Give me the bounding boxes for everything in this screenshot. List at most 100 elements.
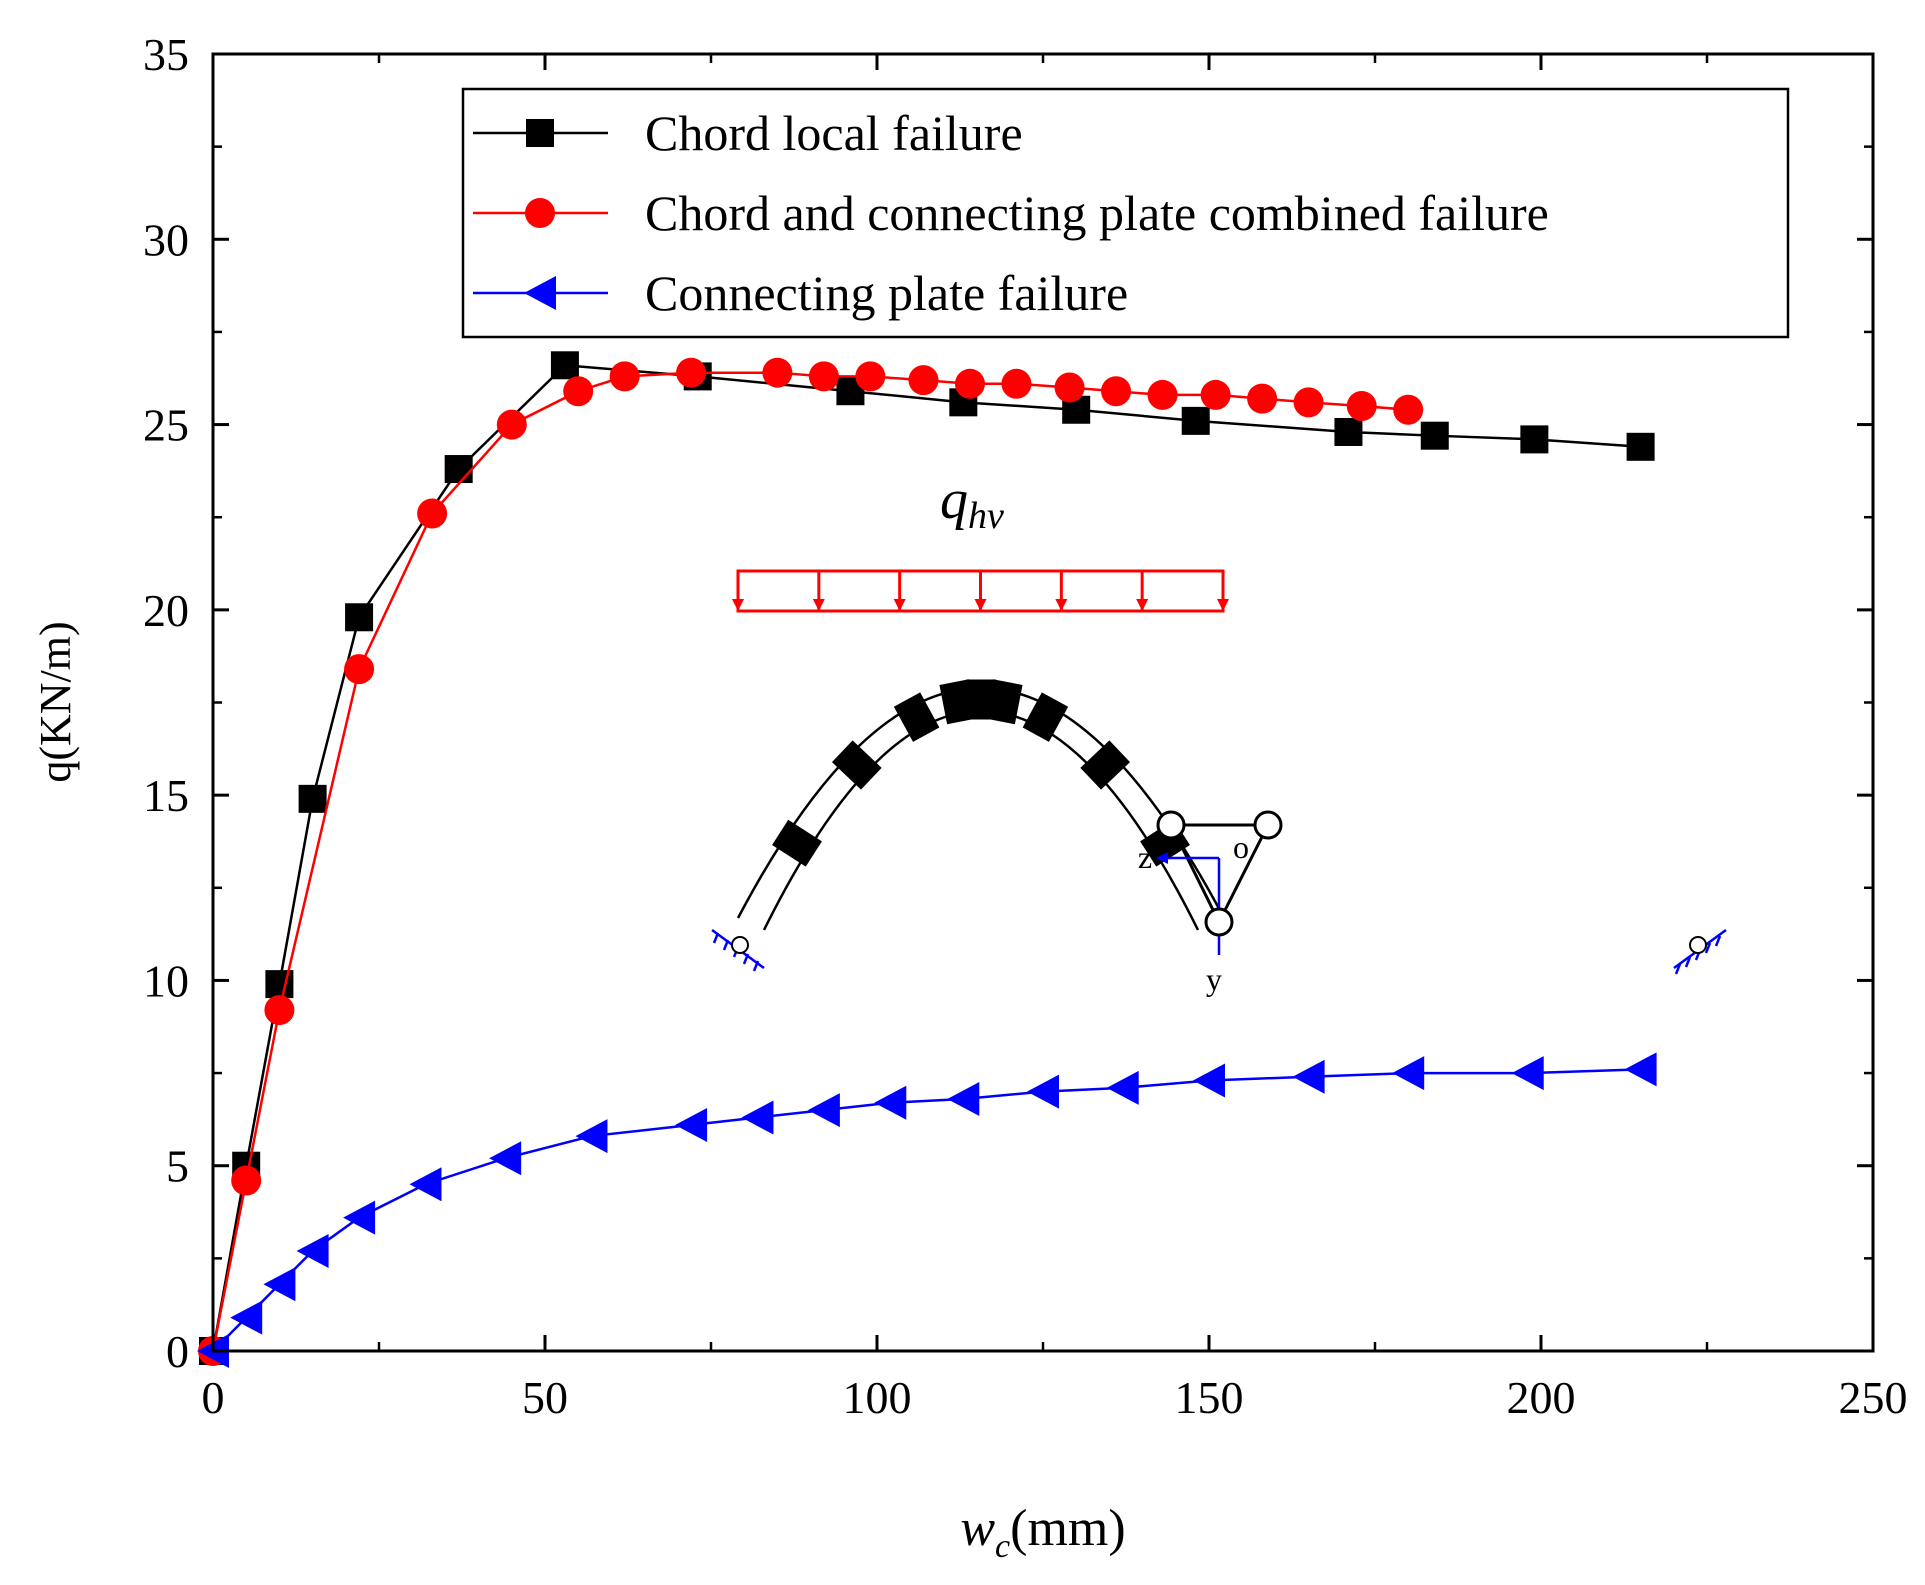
data-point-circle: [1247, 383, 1278, 414]
data-point-circle: [417, 498, 448, 529]
data-point-triangle: [1392, 1056, 1425, 1091]
data-point-triangle: [675, 1107, 708, 1142]
data-point-triangle: [489, 1141, 522, 1176]
y-tick-label: 30: [143, 214, 189, 265]
load-arrow-head: [893, 599, 906, 611]
data-point-circle: [954, 368, 985, 399]
data-point-triangle: [1027, 1074, 1059, 1109]
axis-o-label: o: [1233, 829, 1249, 865]
data-point-square: [550, 351, 579, 380]
data-point-circle: [496, 409, 527, 440]
data-point-circle: [676, 357, 707, 388]
load-arrow-head: [974, 599, 987, 611]
data-point-circle: [1293, 387, 1324, 418]
arch-block: [1022, 692, 1069, 742]
legend-label-connecting-plate: Connecting plate failure: [645, 265, 1128, 321]
right-support-hinge: [1689, 936, 1707, 954]
load-symbol: qhv: [940, 469, 1004, 537]
data-point-circle: [1393, 394, 1424, 425]
data-point-circle: [1101, 376, 1132, 407]
y-tick-label: 5: [166, 1141, 189, 1192]
y-tick-label: 15: [143, 770, 189, 821]
data-point-square: [1520, 425, 1549, 454]
legend-frame: [461, 87, 1790, 339]
axis-y-label: y: [1206, 961, 1222, 997]
data-point-square: [345, 603, 374, 632]
data-point-square: [444, 455, 473, 484]
legend-entry-connecting-plate: Connecting plate failure: [473, 265, 1128, 321]
data-point-circle: [855, 361, 886, 392]
x-tick-label: 50: [522, 1372, 568, 1423]
data-point-triangle: [1106, 1070, 1139, 1105]
data-point-triangle: [807, 1093, 840, 1128]
x-tick-label: 100: [843, 1372, 912, 1423]
load-arrow-head: [812, 599, 825, 611]
data-point-circle: [908, 365, 939, 396]
data-point-square: [1181, 406, 1210, 435]
load-arrow-head: [1217, 599, 1229, 611]
x-axis-title: wc(mm): [960, 1500, 1125, 1565]
y-tick-label: 25: [143, 400, 189, 451]
data-point-circle: [231, 1165, 262, 1196]
z-axis-arrowhead: [1156, 852, 1168, 864]
data-point-circle: [808, 361, 839, 392]
chord-tube-right: [1253, 810, 1283, 840]
data-series: [197, 351, 1657, 1368]
x-tick-label: 150: [1175, 1372, 1244, 1423]
data-point-circle: [264, 995, 295, 1026]
data-point-circle: [1346, 391, 1377, 422]
arch-block: [772, 819, 822, 867]
arch-block: [1080, 740, 1131, 790]
legend-entry-combined: Chord and connecting plate combined fail…: [473, 185, 1549, 241]
legend-circle-marker: [525, 198, 555, 228]
legend-label-chord-local: Chord local failure: [645, 105, 1023, 161]
data-point-square: [265, 970, 294, 999]
plot-frame: [211, 52, 1875, 1353]
data-point-circle: [1147, 379, 1178, 410]
data-point-triangle: [1193, 1063, 1225, 1098]
data-point-triangle: [1511, 1056, 1544, 1091]
y-tick-label: 20: [143, 585, 189, 636]
data-point-triangle: [343, 1200, 376, 1235]
series-1: [198, 357, 1424, 1366]
left-support-hinge: [731, 936, 749, 954]
load-arrow-head: [1055, 599, 1068, 611]
data-point-circle: [1001, 368, 1032, 399]
y-axis-title: q(KN/m): [31, 621, 80, 782]
data-point-circle: [609, 361, 640, 392]
x-tick-label: 250: [1839, 1372, 1908, 1423]
series-2: [197, 1052, 1657, 1368]
legend-triangle-marker: [524, 276, 556, 310]
data-point-square: [1334, 417, 1363, 446]
data-point-triangle: [575, 1119, 608, 1154]
data-point-triangle: [874, 1085, 907, 1120]
distributed-load-arrows: [732, 569, 1229, 613]
legend: Chord local failure Chord and connecting…: [461, 87, 1790, 339]
data-point-triangle: [263, 1267, 296, 1302]
data-point-circle: [1054, 372, 1085, 403]
arch-block: [893, 692, 940, 742]
data-point-circle: [1200, 379, 1231, 410]
arch-block: [831, 740, 882, 790]
data-point-triangle: [1292, 1059, 1325, 1094]
data-point-square: [298, 784, 327, 813]
data-point-square: [1420, 421, 1449, 450]
data-point-triangle: [1624, 1052, 1657, 1087]
arch-block: [985, 679, 1023, 725]
legend-label-combined: Chord and connecting plate combined fail…: [645, 185, 1549, 241]
load-arrow-head: [732, 599, 744, 611]
y-tick-label: 10: [143, 955, 189, 1006]
data-point-circle: [344, 654, 375, 685]
cross-section-triangle: [1168, 823, 1271, 926]
data-point-triangle: [230, 1300, 263, 1335]
axis-z-label: z: [1138, 839, 1152, 875]
x-tick-label: 0: [202, 1372, 225, 1423]
cross-section-diagram: z o y: [1138, 810, 1283, 997]
y-tick-label: 0: [166, 1326, 189, 1377]
y-tick-label: 35: [143, 29, 189, 80]
data-point-triangle: [296, 1233, 329, 1268]
x-tick-label: 200: [1507, 1372, 1576, 1423]
chord-tube-left: [1156, 810, 1186, 840]
